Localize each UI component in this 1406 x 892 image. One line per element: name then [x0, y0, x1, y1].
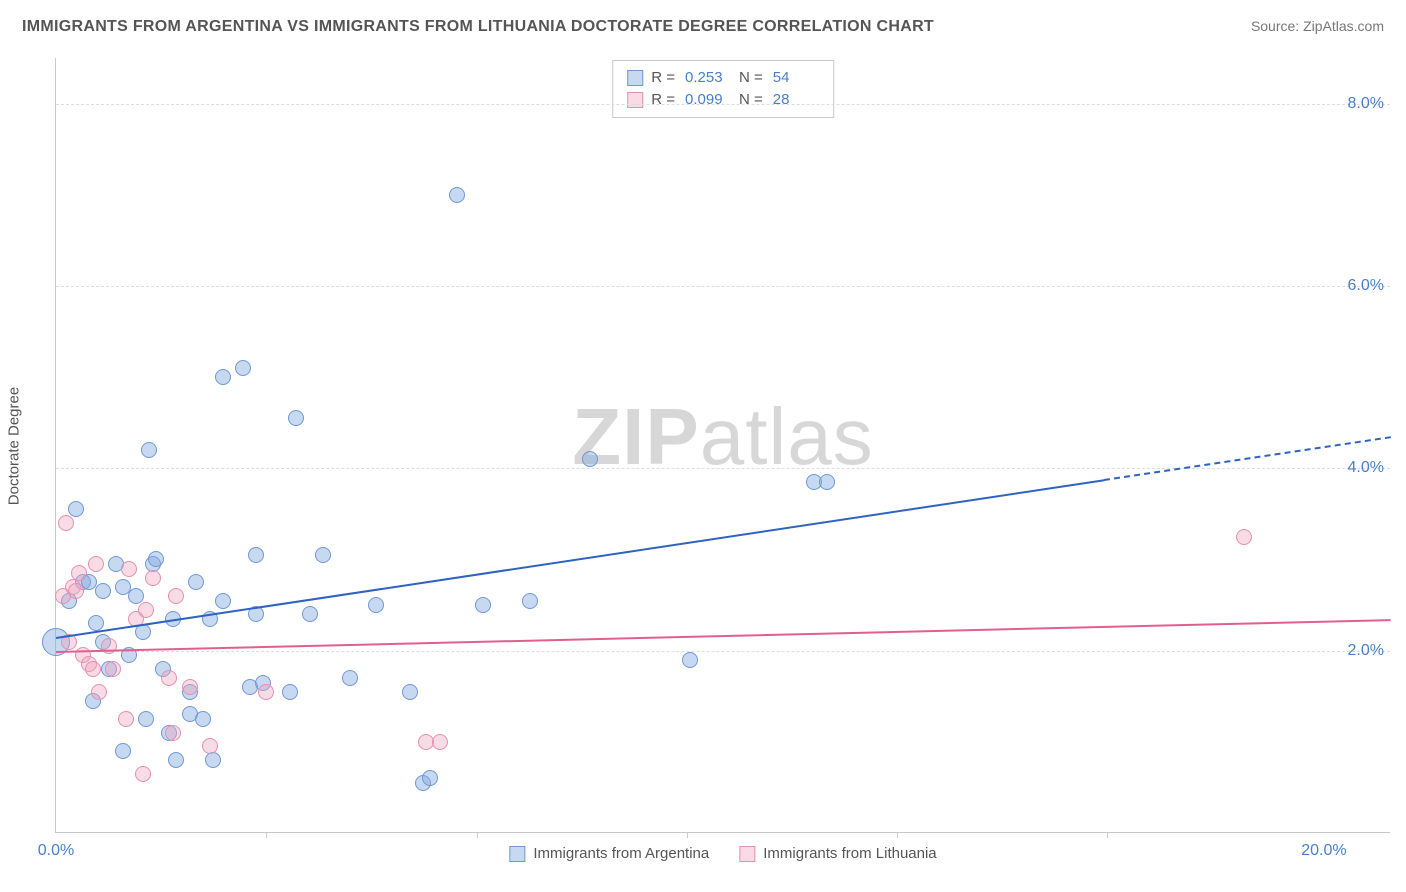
scatter-point — [58, 515, 74, 531]
source-value: ZipAtlas.com — [1303, 18, 1384, 34]
gridline-h — [56, 651, 1390, 652]
legend-n-label: N = — [739, 89, 763, 111]
scatter-point — [118, 711, 134, 727]
legend-label-1: Immigrants from Lithuania — [763, 845, 936, 862]
legend-swatch-b0 — [509, 846, 525, 862]
legend-n-label: N = — [739, 67, 763, 89]
watermark-text: ZIPatlas — [572, 391, 873, 483]
scatter-point — [258, 684, 274, 700]
y-tick-label: 4.0% — [1348, 459, 1384, 477]
scatter-point — [1236, 529, 1252, 545]
scatter-point — [432, 734, 448, 750]
legend-n-val-1: 28 — [773, 89, 819, 111]
scatter-point — [522, 593, 538, 609]
legend-swatch-0 — [627, 70, 643, 86]
scatter-point — [135, 766, 151, 782]
legend-correlation: R = 0.253 N = 54 R = 0.099 N = 28 — [612, 60, 834, 118]
scatter-point — [819, 474, 835, 490]
scatter-point — [165, 725, 181, 741]
scatter-point — [235, 360, 251, 376]
scatter-point — [182, 679, 198, 695]
y-tick-label: 2.0% — [1348, 642, 1384, 660]
scatter-point — [115, 743, 131, 759]
scatter-point — [105, 661, 121, 677]
scatter-point — [475, 597, 491, 613]
legend-n-val-0: 54 — [773, 67, 819, 89]
scatter-point — [202, 738, 218, 754]
scatter-point — [121, 561, 137, 577]
gridline-h — [56, 468, 1390, 469]
y-axis-label: Doctorate Degree — [6, 387, 23, 505]
legend-r-val-0: 0.253 — [685, 67, 731, 89]
scatter-point — [88, 556, 104, 572]
scatter-point — [195, 711, 211, 727]
trend-line — [56, 479, 1104, 639]
scatter-point — [402, 684, 418, 700]
scatter-point — [138, 602, 154, 618]
y-tick-label: 6.0% — [1348, 277, 1384, 295]
scatter-point — [161, 670, 177, 686]
scatter-plot: ZIPatlas R = 0.253 N = 54 R = 0.099 N = … — [55, 58, 1390, 833]
scatter-point — [188, 574, 204, 590]
x-tick-label: 0.0% — [38, 842, 74, 860]
x-tick — [266, 832, 267, 838]
scatter-point — [135, 624, 151, 640]
scatter-point — [215, 369, 231, 385]
x-tick-label: 20.0% — [1301, 842, 1346, 860]
scatter-point — [248, 547, 264, 563]
legend-r-label: R = — [651, 67, 675, 89]
scatter-point — [422, 770, 438, 786]
legend-series: Immigrants from Argentina Immigrants fro… — [509, 845, 936, 862]
scatter-point — [288, 410, 304, 426]
x-tick — [687, 832, 688, 838]
chart-title: IMMIGRANTS FROM ARGENTINA VS IMMIGRANTS … — [22, 18, 934, 36]
scatter-point — [145, 570, 161, 586]
scatter-point — [315, 547, 331, 563]
legend-row-series-0: R = 0.253 N = 54 — [627, 67, 819, 89]
legend-r-label: R = — [651, 89, 675, 111]
x-tick — [1107, 832, 1108, 838]
scatter-point — [449, 187, 465, 203]
scatter-point — [368, 597, 384, 613]
legend-item-0: Immigrants from Argentina — [509, 845, 709, 862]
scatter-point — [215, 593, 231, 609]
scatter-point — [91, 684, 107, 700]
scatter-point — [68, 583, 84, 599]
scatter-point — [682, 652, 698, 668]
scatter-point — [582, 451, 598, 467]
trend-line — [56, 619, 1391, 653]
gridline-h — [56, 104, 1390, 105]
scatter-point — [85, 661, 101, 677]
y-tick-label: 8.0% — [1348, 95, 1384, 113]
scatter-point — [168, 588, 184, 604]
source-label: Source: — [1251, 18, 1299, 34]
gridline-h — [56, 286, 1390, 287]
legend-swatch-1 — [627, 92, 643, 108]
scatter-point — [71, 565, 87, 581]
scatter-point — [88, 615, 104, 631]
scatter-point — [141, 442, 157, 458]
scatter-point — [282, 684, 298, 700]
scatter-point — [302, 606, 318, 622]
legend-item-1: Immigrants from Lithuania — [739, 845, 936, 862]
scatter-point — [148, 551, 164, 567]
legend-label-0: Immigrants from Argentina — [533, 845, 709, 862]
legend-row-series-1: R = 0.099 N = 28 — [627, 89, 819, 111]
scatter-point — [205, 752, 221, 768]
scatter-point — [95, 583, 111, 599]
scatter-point — [342, 670, 358, 686]
source-attribution: Source: ZipAtlas.com — [1251, 18, 1384, 34]
x-tick — [477, 832, 478, 838]
scatter-point — [68, 501, 84, 517]
legend-r-val-1: 0.099 — [685, 89, 731, 111]
legend-swatch-b1 — [739, 846, 755, 862]
scatter-point — [138, 711, 154, 727]
scatter-point — [168, 752, 184, 768]
x-tick — [897, 832, 898, 838]
